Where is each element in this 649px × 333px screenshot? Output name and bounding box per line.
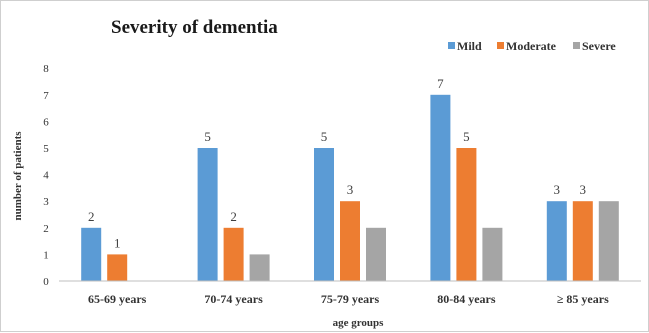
data-label: 1 xyxy=(114,235,121,250)
y-tick-label: 7 xyxy=(43,90,49,102)
bar-mild xyxy=(197,148,218,281)
bar-mild xyxy=(314,148,334,281)
y-tick-label: 1 xyxy=(43,249,49,261)
data-label: 3 xyxy=(580,182,587,197)
x-axis-title: age groups xyxy=(333,317,385,329)
y-axis-ticks: 0 1 2 3 4 5 6 7 8 xyxy=(43,63,49,288)
data-label: 2 xyxy=(88,209,95,224)
y-tick-label: 6 xyxy=(43,116,49,128)
x-axis-ticks: 65-69 years 70-74 years 75-79 years 80-84 y… xyxy=(88,292,609,306)
bar-moderate xyxy=(223,227,244,281)
data-label: 3 xyxy=(554,182,561,197)
y-axis-title: number of patients xyxy=(12,131,24,221)
legend-swatch-mild xyxy=(448,42,455,49)
y-tick-label: 8 xyxy=(43,63,49,75)
x-tick-label: 70-74 years xyxy=(204,292,263,306)
bar-moderate xyxy=(456,148,477,281)
bar-severe xyxy=(249,254,270,281)
legend-swatch-moderate xyxy=(497,42,504,49)
y-tick-label: 3 xyxy=(43,196,49,208)
y-tick-label: 4 xyxy=(43,170,49,182)
legend-label-moderate: Moderate xyxy=(506,39,557,53)
bar-moderate xyxy=(107,254,128,281)
data-label: 3 xyxy=(347,182,354,197)
legend-label-mild: Mild xyxy=(457,39,482,53)
bar-severe xyxy=(482,227,503,281)
legend: Mild Moderate Severe xyxy=(448,39,616,53)
x-tick-label: 65-69 years xyxy=(88,292,147,306)
legend-swatch-severe xyxy=(573,42,580,49)
bar-mild xyxy=(81,227,102,281)
data-label: 7 xyxy=(437,76,444,91)
data-label: 5 xyxy=(321,129,328,144)
data-label: 5 xyxy=(204,129,211,144)
bar-mild xyxy=(546,201,567,281)
data-labels: 2 1 5 2 5 3 7 5 3 3 xyxy=(88,76,586,251)
data-label: 2 xyxy=(230,209,237,224)
bar-severe xyxy=(598,201,619,281)
y-tick-label: 5 xyxy=(43,143,49,155)
chart-title: Severity of dementia xyxy=(111,17,278,38)
bar-moderate xyxy=(340,201,360,281)
y-tick-label: 2 xyxy=(43,223,49,235)
bar-severe xyxy=(366,227,386,281)
bar-moderate xyxy=(572,201,593,281)
legend-label-severe: Severe xyxy=(582,39,616,53)
bars xyxy=(81,94,619,281)
data-label: 5 xyxy=(463,129,470,144)
bar-mild xyxy=(430,94,451,281)
x-tick-label: 75-79 years xyxy=(321,292,380,306)
x-tick-label: 80-84 years xyxy=(437,292,496,306)
y-tick-label: 0 xyxy=(43,276,49,288)
x-tick-label: ≥ 85 years xyxy=(557,292,609,306)
